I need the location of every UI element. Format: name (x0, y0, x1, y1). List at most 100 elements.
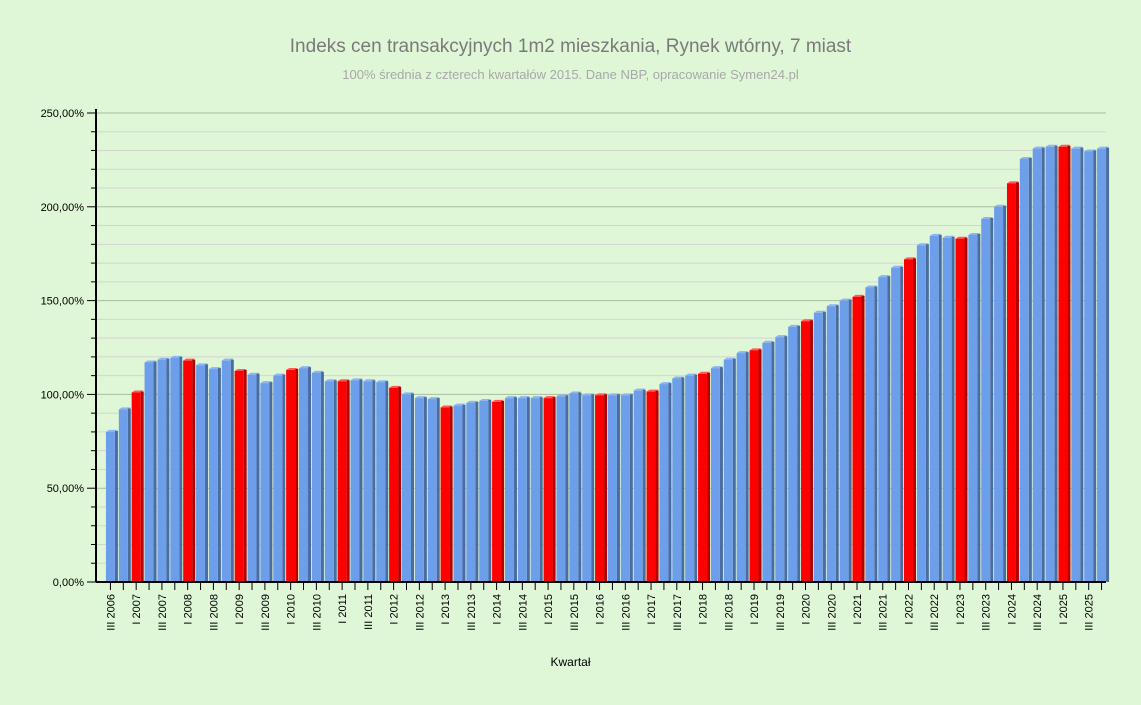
bar (710, 366, 723, 582)
bar (839, 298, 852, 582)
bar-highlight (698, 371, 711, 582)
bar (813, 310, 826, 582)
x-tick-label: III 2011 (363, 594, 375, 630)
x-tick-label: I 2018 (698, 594, 710, 625)
bar (427, 397, 440, 582)
bar (929, 233, 942, 583)
bar (144, 360, 157, 582)
x-tick-label: III 2009 (260, 594, 272, 631)
bar (659, 382, 672, 582)
bar (607, 393, 620, 582)
x-tick-label: I 2017 (646, 594, 658, 625)
bar (865, 285, 878, 582)
bar-highlight (595, 393, 608, 582)
bar (504, 396, 517, 582)
bar-highlight (543, 396, 556, 582)
x-tick-label: III 2021 (878, 594, 890, 631)
x-tick-label: I 2025 (1058, 594, 1070, 625)
x-tick-label: I 2008 (183, 594, 195, 625)
y-tick-label: 200,00% (41, 202, 85, 214)
x-tick-label: III 2022 (929, 594, 941, 631)
x-tick-label: III 2015 (569, 594, 581, 631)
x-tick-label: III 2008 (208, 594, 220, 631)
bar (916, 243, 929, 582)
bar (685, 373, 698, 582)
bar-highlight (749, 348, 762, 582)
x-tick-label: III 2012 (414, 594, 426, 631)
bar (891, 265, 904, 582)
bar-highlight (389, 385, 402, 582)
bar (569, 391, 582, 582)
bar (299, 366, 312, 582)
y-tick-label: 50,00% (47, 483, 85, 495)
bar (762, 340, 775, 582)
bar (556, 394, 569, 582)
x-tick-label: I 2022 (903, 594, 915, 625)
bar (170, 355, 183, 582)
bar (157, 357, 170, 582)
chart-subtitle: 100% średnia z czterech kwartałów 2015. … (342, 67, 799, 82)
bar (942, 235, 955, 582)
x-tick-label: I 2015 (543, 594, 555, 625)
bar (981, 216, 994, 582)
bar (788, 324, 801, 582)
x-tick-label: I 2014 (492, 594, 504, 625)
bar-highlight (183, 358, 196, 582)
x-tick-label: III 2018 (723, 594, 735, 631)
x-tick-label: I 2021 (852, 594, 864, 625)
bar (1084, 149, 1097, 582)
bar (633, 388, 646, 582)
bar-highlight (440, 405, 453, 582)
bar (324, 379, 337, 582)
bar (736, 351, 749, 582)
bar (1032, 146, 1045, 583)
x-axis-label: Kwartał (550, 655, 591, 669)
y-tick-label: 250,00% (41, 108, 85, 120)
x-tick-label: I 2024 (1006, 594, 1018, 625)
bar (273, 373, 286, 582)
y-tick-label: 150,00% (41, 296, 85, 308)
bar-highlight (1058, 144, 1071, 582)
x-tick-label: I 2019 (749, 594, 761, 625)
x-tick-label: I 2012 (389, 594, 401, 625)
bar (311, 370, 324, 582)
bar-highlight (131, 390, 144, 582)
bar (1045, 144, 1058, 582)
bar-highlight (286, 368, 299, 582)
chart-title: Indeks cen transakcyjnych 1m2 mieszkania… (289, 36, 852, 57)
bar (968, 232, 981, 582)
x-tick-label: III 2013 (466, 594, 478, 631)
bar (775, 335, 788, 582)
x-tick-label: III 2024 (1032, 594, 1044, 631)
bar-highlight (1006, 181, 1019, 582)
x-tick-label: III 2025 (1084, 594, 1096, 631)
bar-highlight (852, 294, 865, 582)
x-tick-label: I 2009 (234, 594, 246, 625)
bar (363, 379, 376, 582)
bar (994, 204, 1007, 583)
bar (118, 407, 131, 582)
bar (260, 381, 273, 582)
bar (208, 367, 221, 582)
x-tick-label: III 2007 (157, 594, 169, 631)
bar-highlight (903, 257, 916, 582)
bar (196, 363, 209, 582)
bar (453, 403, 466, 582)
bar (401, 392, 414, 582)
x-tick-label: I 2011 (337, 594, 349, 624)
x-tick-label: III 2006 (105, 594, 117, 631)
bar (878, 275, 891, 582)
bar (1097, 146, 1110, 583)
bar-highlight (492, 399, 505, 582)
bar (517, 396, 530, 582)
bar (105, 429, 118, 582)
bar-highlight (955, 236, 968, 582)
x-tick-label: I 2023 (955, 594, 967, 625)
bar (582, 393, 595, 582)
bar-highlight (234, 368, 247, 582)
bar-highlight (337, 379, 350, 582)
bar (466, 400, 479, 582)
bar (620, 393, 633, 582)
x-tick-label: III 2016 (620, 594, 632, 631)
